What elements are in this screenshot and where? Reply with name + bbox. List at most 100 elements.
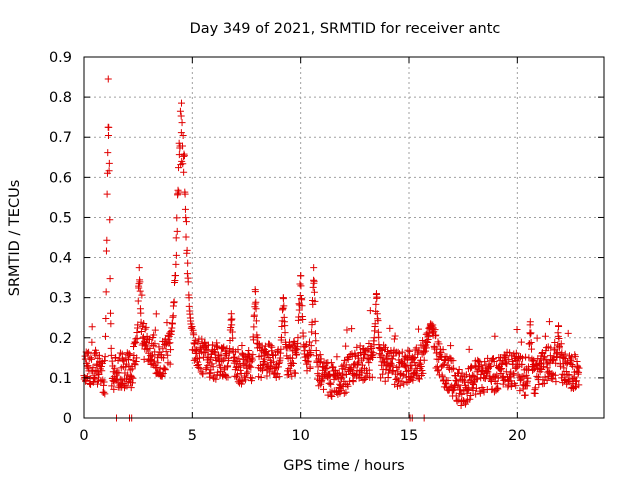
data-point [343, 326, 351, 334]
data-point [195, 361, 203, 369]
data-point [244, 368, 252, 376]
data-point [452, 392, 460, 400]
data-point [250, 311, 258, 319]
data-point [125, 350, 133, 358]
data-point [294, 334, 302, 342]
data-point [102, 315, 110, 323]
data-point [245, 346, 253, 354]
data-point [319, 375, 327, 383]
data-point [558, 349, 566, 357]
data-point [526, 318, 534, 326]
data-point [422, 344, 430, 352]
data-point [288, 354, 296, 362]
data-point [481, 358, 489, 366]
data-point [574, 363, 582, 371]
data-point [228, 321, 236, 329]
data-point [101, 390, 109, 398]
data-point [161, 366, 169, 374]
data-point [310, 288, 318, 296]
data-point [551, 371, 559, 379]
data-point [138, 291, 146, 299]
data-point [533, 372, 541, 380]
data-point [311, 317, 319, 325]
data-point [339, 370, 347, 378]
data-point [349, 370, 357, 378]
data-point [445, 364, 453, 372]
data-point [299, 315, 307, 323]
data-point [434, 366, 442, 374]
data-point [312, 337, 320, 345]
axis-ticks [83, 56, 604, 419]
data-point [267, 363, 275, 371]
data-point [306, 363, 314, 371]
data-point [531, 384, 539, 392]
data-point [105, 159, 113, 167]
data-point [297, 282, 305, 290]
data-point [449, 357, 457, 365]
data-point [527, 329, 535, 337]
data-point [443, 353, 451, 361]
x-axis-label: GPS time / hours [283, 458, 404, 474]
data-point [102, 288, 110, 296]
data-point [199, 370, 207, 378]
data-point [513, 326, 521, 334]
data-point [377, 374, 385, 382]
data-point [178, 119, 186, 127]
data-point [172, 272, 180, 280]
data-point [560, 364, 568, 372]
data-point [85, 348, 93, 356]
data-point [184, 278, 192, 286]
data-point [310, 264, 318, 272]
data-point [509, 370, 517, 378]
data-point [201, 338, 209, 346]
data-point [106, 216, 114, 224]
data-point [115, 369, 123, 377]
data-point [111, 364, 119, 372]
data-point [348, 325, 356, 333]
data-point [557, 340, 565, 348]
data-point [150, 357, 158, 365]
data-point [368, 373, 376, 381]
data-point [388, 355, 396, 363]
y-tick-label: 0.1 [49, 371, 72, 387]
data-point [249, 351, 257, 359]
data-point [197, 368, 205, 376]
data-point [175, 188, 183, 196]
data-points [80, 75, 583, 422]
data-point [107, 320, 115, 328]
data-point [166, 339, 174, 347]
data-point [129, 374, 137, 382]
data-point [248, 374, 256, 382]
data-point [542, 347, 550, 355]
data-point [573, 377, 581, 385]
data-point [251, 300, 259, 308]
data-point [431, 326, 439, 334]
data-point [374, 317, 382, 325]
data-point [286, 342, 294, 350]
data-point [468, 371, 476, 379]
data-point [277, 345, 285, 353]
data-point [342, 342, 350, 350]
data-point [452, 376, 460, 384]
data-point [486, 363, 494, 371]
data-point [124, 371, 132, 379]
data-point [391, 332, 399, 340]
data-point [162, 348, 170, 356]
data-point [404, 346, 412, 354]
data-point [316, 351, 324, 359]
data-point [467, 364, 475, 372]
data-point [458, 369, 466, 377]
data-point [389, 366, 397, 374]
data-point [438, 373, 446, 381]
data-point [472, 390, 480, 398]
data-point [552, 378, 560, 386]
data-point [308, 328, 316, 336]
data-point [107, 309, 115, 317]
data-point [97, 377, 105, 385]
data-point [316, 358, 324, 366]
data-point [323, 364, 331, 372]
data-point [308, 318, 316, 326]
data-point [534, 373, 542, 381]
data-point [218, 357, 226, 365]
data-point [101, 357, 109, 365]
